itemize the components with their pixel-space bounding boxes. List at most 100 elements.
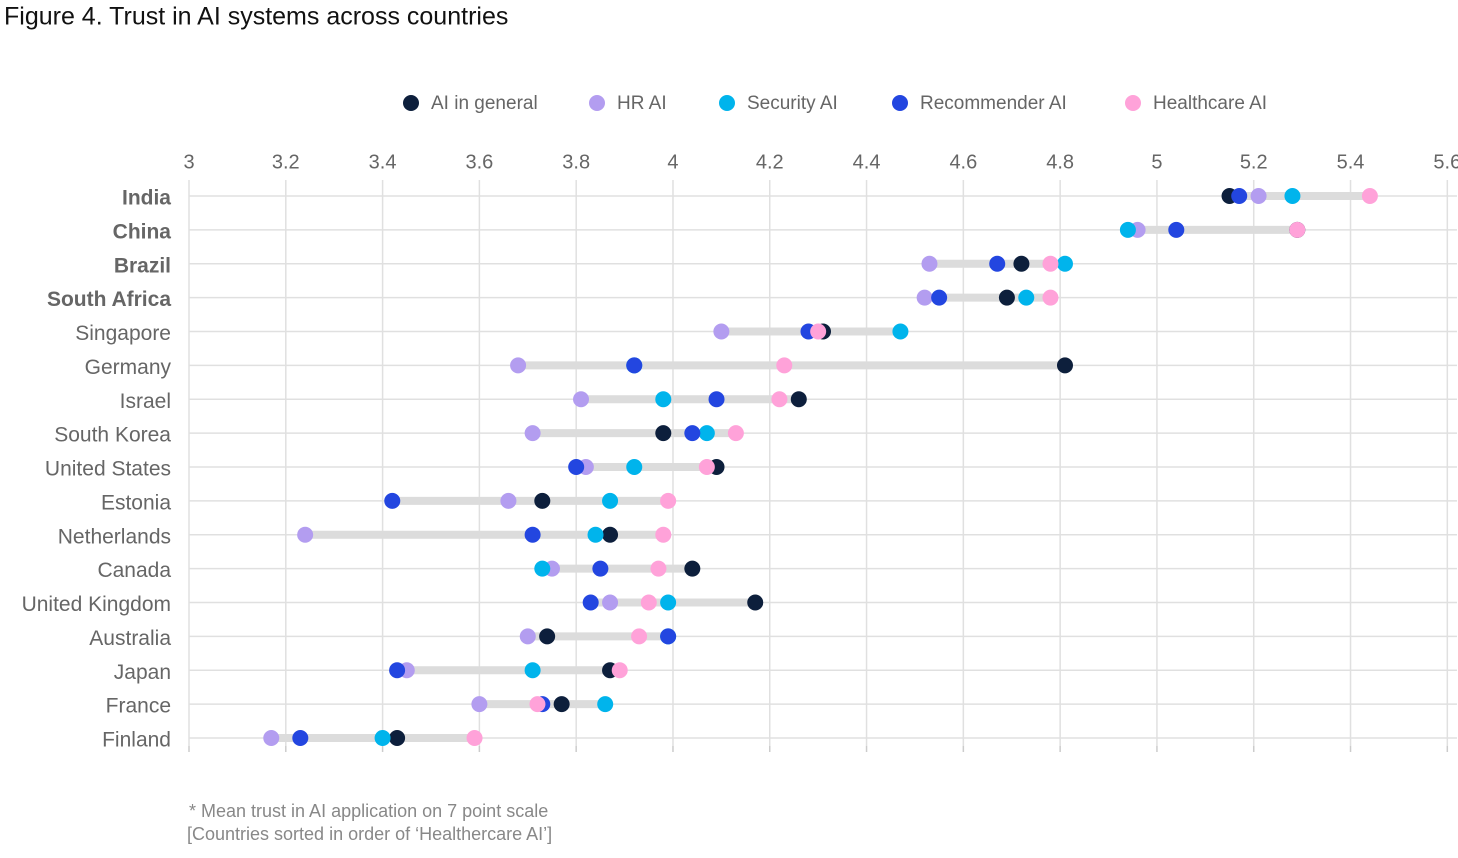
- y-tick-label: Brazil: [114, 254, 171, 277]
- dot: [539, 628, 556, 645]
- dot: [655, 425, 672, 442]
- dot: [708, 391, 725, 408]
- x-tick-label: 5.2: [1240, 151, 1268, 173]
- dot: [1231, 188, 1248, 204]
- dot: [592, 560, 609, 577]
- dot: [534, 492, 551, 509]
- dot: [1056, 357, 1073, 374]
- x-tick-label: 5.6: [1433, 151, 1458, 173]
- dot: [989, 255, 1006, 272]
- y-tick-label: Netherlands: [58, 525, 171, 548]
- dot: [650, 560, 667, 577]
- dot: [573, 391, 590, 408]
- y-tick-label: Estonia: [101, 491, 171, 514]
- dot: [297, 526, 314, 543]
- legend-label: Recommender AI: [920, 93, 1067, 114]
- x-tick-label: 5: [1151, 151, 1162, 173]
- dot: [998, 289, 1015, 306]
- y-tick-label: China: [113, 220, 172, 243]
- dot: [524, 425, 541, 442]
- dot: [568, 459, 585, 475]
- legend-label: AI in general: [431, 93, 538, 114]
- legend-marker: [719, 95, 735, 111]
- dot: [1284, 188, 1301, 204]
- dot: [810, 323, 827, 340]
- y-tick-label: Finland: [102, 729, 171, 752]
- dot: [747, 594, 764, 611]
- chart-title: Figure 4. Trust in AI systems across cou…: [4, 3, 508, 31]
- dot: [727, 425, 744, 442]
- dot: [684, 560, 701, 577]
- dot: [1042, 255, 1059, 272]
- dot: [611, 662, 628, 679]
- x-tick-label: 5.4: [1337, 151, 1365, 173]
- dot: [1250, 188, 1267, 204]
- legend-marker: [892, 95, 908, 111]
- dot: [626, 357, 643, 374]
- dot: [1042, 289, 1059, 306]
- dot: [698, 459, 715, 475]
- y-tick-label: Australia: [89, 627, 171, 650]
- x-tick-label: 3.6: [465, 151, 493, 173]
- y-tick-label: Japan: [114, 661, 171, 684]
- dot: [655, 526, 672, 543]
- dot: [660, 594, 677, 611]
- dot: [660, 492, 677, 509]
- dot: [655, 391, 672, 408]
- dot: [776, 357, 793, 374]
- legend-marker: [1125, 95, 1141, 111]
- y-tick-label: Singapore: [75, 322, 171, 345]
- dot: [1289, 221, 1306, 238]
- dot: [1168, 221, 1185, 238]
- dot: [389, 662, 406, 679]
- x-tick-label: 3.2: [272, 151, 300, 173]
- dot: [524, 526, 541, 543]
- dot: [790, 391, 807, 408]
- x-tick-label: 4.2: [756, 151, 784, 173]
- legend-label: Security AI: [747, 93, 838, 114]
- dot: [1013, 255, 1030, 272]
- dot: [597, 696, 614, 713]
- y-tick-label: France: [106, 695, 171, 718]
- dot: [384, 492, 401, 509]
- y-tick-label: South Africa: [47, 288, 171, 311]
- dot: [626, 459, 643, 475]
- dot: [640, 594, 657, 611]
- dot: [292, 730, 309, 746]
- dot: [921, 255, 938, 272]
- dot: [524, 662, 541, 679]
- dot: [602, 594, 619, 611]
- legend-marker: [589, 95, 605, 111]
- y-tick-label: Germany: [85, 356, 172, 379]
- x-tick-label: 3.4: [369, 151, 397, 173]
- dot: [471, 696, 488, 713]
- dot: [660, 628, 677, 645]
- x-tick-label: 4.4: [853, 151, 881, 173]
- legend-label: HR AI: [617, 93, 667, 114]
- dot: [510, 357, 527, 374]
- footnote: * Mean trust in AI application on 7 poin…: [189, 801, 548, 821]
- dot: [916, 289, 933, 306]
- y-tick-label: Canada: [97, 559, 171, 582]
- legend-marker: [403, 95, 419, 111]
- x-tick-label: 4.8: [1046, 151, 1074, 173]
- x-tick-label: 4: [667, 151, 678, 173]
- x-tick-label: 3.8: [562, 151, 590, 173]
- x-tick-label: 3: [183, 151, 194, 173]
- dot: [587, 526, 604, 543]
- dot: [263, 730, 280, 746]
- dot: [553, 696, 570, 713]
- dot: [602, 492, 619, 509]
- dot: [602, 526, 619, 543]
- dot: [1119, 221, 1136, 238]
- dot: [529, 696, 546, 713]
- dot: [684, 425, 701, 442]
- dot: [389, 730, 406, 746]
- dot: [500, 492, 517, 509]
- y-tick-label: India: [122, 187, 171, 210]
- dot: [931, 289, 948, 306]
- dot: [892, 323, 909, 340]
- y-tick-label: United States: [45, 458, 171, 481]
- dot: [582, 594, 599, 611]
